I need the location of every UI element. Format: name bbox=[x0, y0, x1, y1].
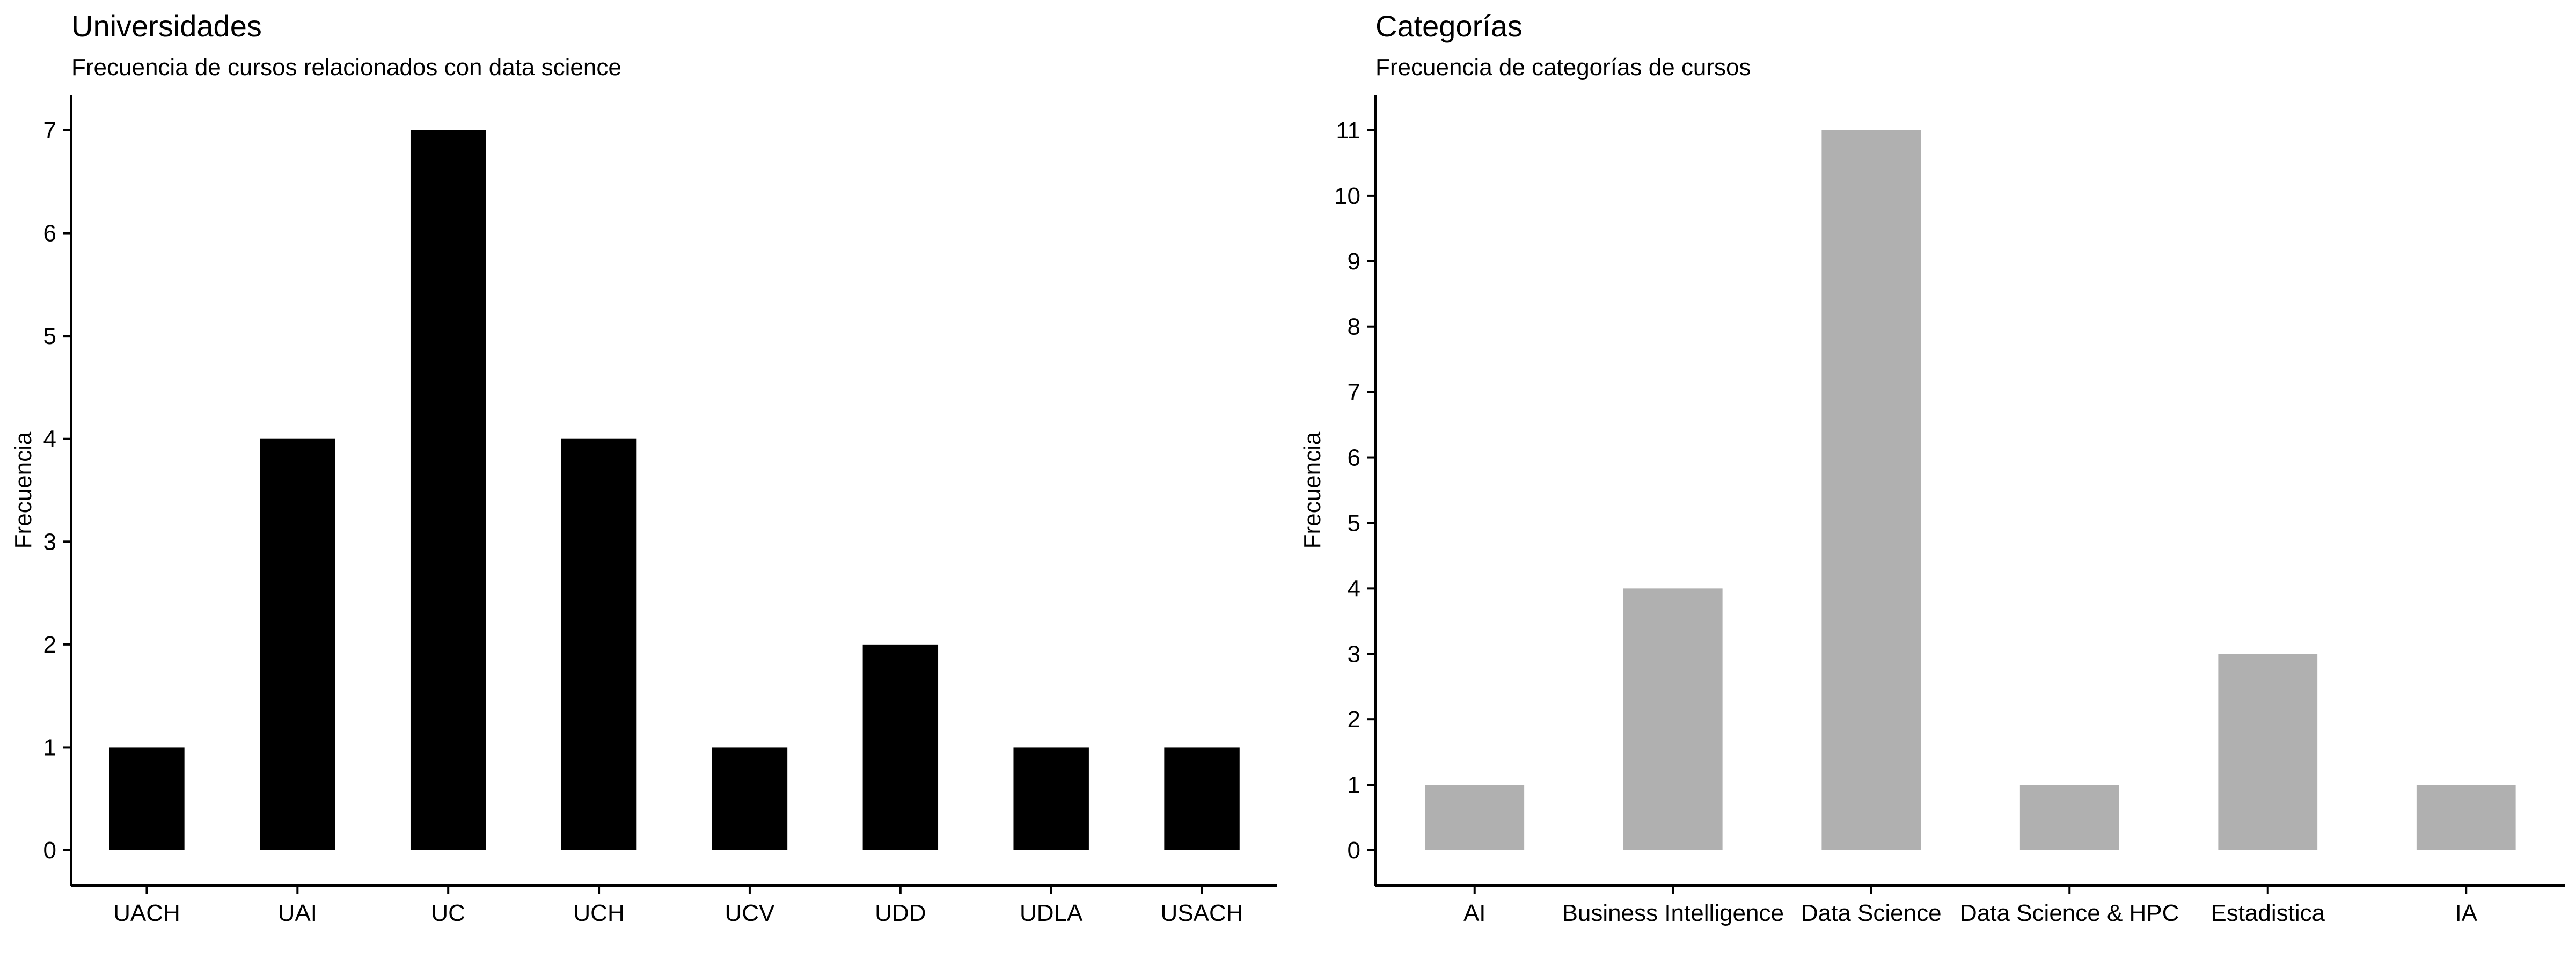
y-axis-title: Frecuencia bbox=[10, 431, 36, 548]
bar bbox=[1164, 747, 1240, 850]
y-tick-label: 5 bbox=[43, 323, 56, 349]
y-tick-label: 1 bbox=[1348, 772, 1360, 798]
x-tick-label: UC bbox=[431, 900, 465, 926]
y-tick-label: 0 bbox=[43, 837, 56, 863]
y-tick-label: 3 bbox=[43, 529, 56, 555]
y-tick-label: 4 bbox=[1348, 575, 1360, 602]
bar bbox=[2218, 654, 2318, 850]
x-tick-label: IA bbox=[2455, 900, 2477, 926]
x-tick-label: UACH bbox=[113, 900, 180, 926]
x-tick-label: Estadistica bbox=[2211, 900, 2325, 926]
chart-universidades: Universidades Frecuencia de cursos relaci… bbox=[10, 9, 1277, 926]
chart-categorias: Categorías Frecuencia de categorías de cu… bbox=[1299, 9, 2565, 926]
x-tick-label: Data Science & HPC bbox=[1960, 900, 2179, 926]
y-tick-label: 3 bbox=[1348, 641, 1360, 667]
chart-subtitle: Frecuencia de categorías de cursos bbox=[1375, 54, 1751, 80]
bar bbox=[561, 438, 637, 850]
x-tick-label: AI bbox=[1463, 900, 1486, 926]
chart-subtitle: Frecuencia de cursos relacionados con da… bbox=[71, 54, 621, 80]
bar bbox=[1623, 588, 1723, 850]
y-tick-label: 10 bbox=[1334, 183, 1360, 209]
bar bbox=[712, 747, 788, 850]
bar bbox=[109, 747, 185, 850]
chart-title: Universidades bbox=[71, 9, 262, 43]
bar bbox=[410, 130, 486, 850]
x-tick-label: UDLA bbox=[1020, 900, 1083, 926]
bar bbox=[2019, 785, 2119, 850]
x-tick-label: UCH bbox=[573, 900, 624, 926]
y-tick-label: 4 bbox=[43, 426, 56, 452]
x-tick-label: Business Intelligence bbox=[1562, 900, 1784, 926]
y-tick-label: 8 bbox=[1348, 314, 1360, 340]
y-tick-label: 6 bbox=[43, 221, 56, 247]
y-tick-label: 2 bbox=[1348, 706, 1360, 733]
y-tick-label: 0 bbox=[1348, 837, 1360, 863]
bar bbox=[1013, 747, 1089, 850]
bar bbox=[1425, 785, 1525, 850]
y-axis-title: Frecuencia bbox=[1299, 431, 1326, 548]
x-tick-label: USACH bbox=[1161, 900, 1243, 926]
bar bbox=[862, 644, 939, 850]
y-tick-label: 6 bbox=[1348, 445, 1360, 471]
chart-title: Categorías bbox=[1375, 9, 1523, 43]
y-tick-label: 1 bbox=[43, 734, 56, 760]
x-tick-label: Data Science bbox=[1801, 900, 1942, 926]
x-tick-label: UDD bbox=[875, 900, 926, 926]
y-tick-label: 5 bbox=[1348, 510, 1360, 536]
y-tick-label: 9 bbox=[1348, 248, 1360, 275]
y-tick-label: 7 bbox=[1348, 379, 1360, 406]
y-tick-label: 11 bbox=[1336, 118, 1360, 144]
bar bbox=[260, 438, 335, 850]
y-tick-label: 7 bbox=[43, 118, 56, 144]
bar bbox=[2416, 785, 2516, 850]
x-tick-label: UAI bbox=[278, 900, 317, 926]
x-tick-label: UCV bbox=[724, 900, 775, 926]
y-tick-label: 2 bbox=[43, 632, 56, 658]
bar bbox=[1821, 130, 1921, 850]
